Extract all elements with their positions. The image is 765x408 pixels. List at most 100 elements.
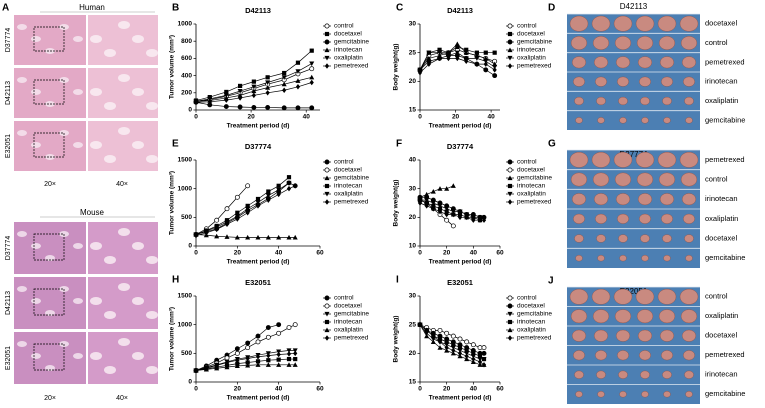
data-point [474,56,480,61]
data-point [265,90,270,96]
legend-marker [324,311,330,317]
tumor [639,213,651,224]
legend-marker [324,63,330,69]
series-line [195,176,290,235]
data-point [255,234,261,240]
legend-marker [507,199,513,205]
tissue-lumen [146,256,158,264]
data-point [481,345,487,351]
photo-label: pemetrexed [705,155,745,164]
data-point [234,194,240,200]
tumor [572,329,587,342]
data-point [424,200,429,206]
tumor [570,172,588,187]
y-tick-label: 200 [181,90,192,97]
legend-label: docetaxel [334,31,362,38]
x-tick-label: 0 [418,250,422,257]
data-point [444,206,450,212]
tumor [639,350,651,361]
data-point [424,191,430,197]
tumor [682,56,697,69]
data-point [245,234,251,240]
data-point [457,336,463,342]
legend-marker [324,335,330,341]
tumor [679,151,699,168]
data-point [430,200,436,206]
data-point [223,104,229,110]
y-tick-label: 30 [409,185,417,192]
data-point [481,350,487,356]
data-point [255,196,261,202]
tissue-lumen [104,49,116,57]
legend-marker [324,199,330,205]
legend-marker [324,167,330,173]
photo-label: pemetrexed [705,57,745,66]
x-tick-label: 20 [234,386,242,393]
data-point [251,79,256,84]
data-point [281,105,287,111]
tumor [617,350,629,361]
data-point [255,339,261,345]
tumor [640,96,650,106]
legend-label: irinotecan [334,47,363,54]
data-point [276,183,281,188]
data-point [464,58,469,64]
tissue-lumen [132,297,144,305]
x-axis-title: Treatment period (d) [429,395,492,402]
tumor [618,234,628,243]
data-point [245,362,251,368]
tumor [591,151,611,168]
series-line [419,199,481,221]
y-tick-label: 0 [188,379,192,386]
series-line [420,199,480,218]
magnification: 20× [44,181,56,188]
legend-label: oxaliplatin [517,191,546,198]
x-tick-label: 0 [418,386,422,393]
data-point [286,325,292,330]
legend-label: docetaxel [517,167,545,174]
tumor [570,309,588,324]
y-tick-label: 10 [409,243,417,250]
data-point [207,96,213,102]
legend-marker [324,183,330,189]
data-point [207,99,212,105]
legend-marker [507,55,513,61]
data-point [451,342,456,347]
legend-label: control [517,23,537,30]
tissue-lumen [17,341,27,347]
legend-label: docetaxel [334,303,362,310]
panel-letter: I [396,275,399,286]
legend-label: irinotecan [517,47,546,54]
tumor [619,254,627,262]
tissue-lumen [146,366,158,374]
tumor [684,96,694,106]
photo-label: docetaxel [705,233,737,242]
tumor [594,329,609,342]
legend-label: oxaliplatin [334,327,363,334]
data-point [276,187,282,193]
inset-box [33,26,65,52]
tumor [684,234,694,243]
magnification: 40× [116,181,128,188]
legend-marker [324,303,330,309]
photo-label: control [705,38,728,47]
tumor [616,56,631,69]
data-point [477,217,483,223]
tumor [640,234,650,243]
tumor [614,309,632,324]
tissue-lumen [118,228,130,236]
tissue-lumen [17,286,27,292]
tumor [685,254,693,262]
tumor [679,15,699,32]
y-axis-title: Tumor volume (mm³) [169,307,176,371]
legend-marker [507,303,513,309]
tumor [638,329,653,342]
x-tick-label: 40 [275,386,283,393]
photo-label: gemcitabine [705,389,745,398]
tumor [616,193,631,206]
data-point [286,351,292,357]
tissue-lumen [73,142,83,148]
data-point [295,105,301,111]
tumor [591,288,611,305]
